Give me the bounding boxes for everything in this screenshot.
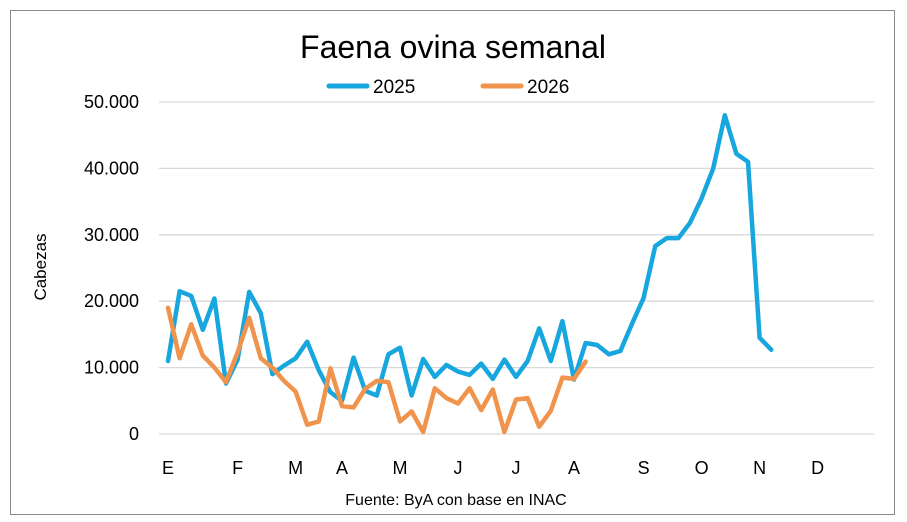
x-tick-label: S: [638, 458, 650, 478]
y-axis: 0 10.000 20.000 30.000 40.000 50.000: [84, 92, 139, 444]
x-tick-label: A: [336, 458, 348, 478]
x-tick-label: N: [753, 458, 766, 478]
x-tick-label: O: [695, 458, 709, 478]
y-axis-label: Cabezas: [31, 233, 50, 300]
x-tick-label: J: [512, 458, 521, 478]
y-tick-label: 0: [129, 424, 139, 444]
x-tick-label: M: [393, 458, 408, 478]
grid-lines: [159, 101, 874, 435]
x-tick-label: A: [568, 458, 580, 478]
y-tick-label: 10.000: [84, 358, 139, 378]
source-note: Fuente: ByA con base en INAC: [345, 492, 566, 509]
chart-title: Faena ovina semanal: [300, 29, 606, 65]
legend-label-2025: 2025: [373, 77, 415, 98]
chart-frame: Faena ovina semanal 2025 2026 0 10.000 20.…: [10, 10, 895, 515]
legend: 2025 2026: [326, 77, 569, 98]
line-chart: Faena ovina semanal 2025 2026 0 10.000 20.…: [31, 29, 874, 509]
series-group: [165, 113, 774, 435]
series-line-2026: [165, 305, 588, 435]
x-tick-label: E: [162, 458, 174, 478]
y-tick-label: 40.000: [84, 158, 139, 178]
legend-label-2026: 2026: [527, 77, 569, 98]
x-tick-label: M: [288, 458, 303, 478]
x-tick-label: J: [454, 458, 463, 478]
x-tick-label: F: [232, 458, 243, 478]
x-tick-label: D: [811, 458, 824, 478]
y-tick-label: 30.000: [84, 225, 139, 245]
y-tick-label: 20.000: [84, 291, 139, 311]
series-line-2025: [165, 113, 774, 404]
y-tick-label: 50.000: [84, 92, 139, 112]
